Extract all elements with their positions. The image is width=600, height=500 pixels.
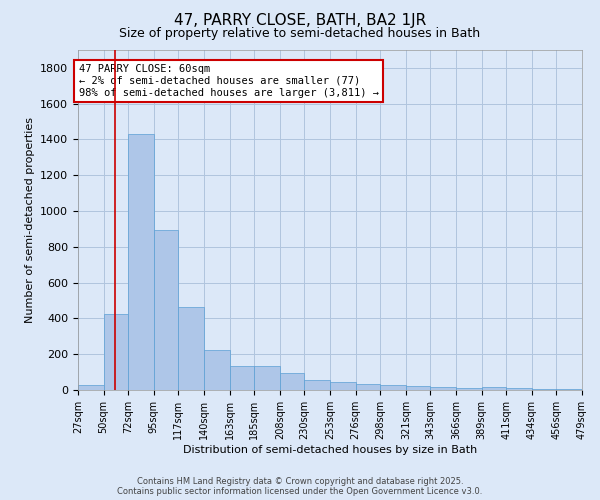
Text: 47, PARRY CLOSE, BATH, BA2 1JR: 47, PARRY CLOSE, BATH, BA2 1JR [174, 12, 426, 28]
Bar [204, 350, 230, 390]
Text: 47 PARRY CLOSE: 60sqm
← 2% of semi-detached houses are smaller (77)
98% of semi-: 47 PARRY CLOSE: 60sqm ← 2% of semi-detac… [79, 64, 379, 98]
Text: Size of property relative to semi-detached houses in Bath: Size of property relative to semi-detach… [119, 28, 481, 40]
Bar [506, 388, 532, 390]
X-axis label: Distribution of semi-detached houses by size in Bath: Distribution of semi-detached houses by … [183, 444, 477, 454]
Bar [304, 380, 330, 390]
Text: Contains HM Land Registry data © Crown copyright and database right 2025.
Contai: Contains HM Land Registry data © Crown c… [118, 476, 482, 496]
Bar [178, 307, 204, 390]
Y-axis label: Number of semi-detached properties: Number of semi-detached properties [25, 117, 35, 323]
Bar [380, 384, 406, 390]
Bar [532, 389, 556, 390]
Bar [254, 366, 280, 390]
Bar [406, 386, 430, 390]
Bar [430, 388, 456, 390]
Bar [330, 382, 356, 390]
Bar [78, 384, 104, 390]
Bar [230, 366, 254, 390]
Bar [104, 314, 128, 390]
Bar [482, 388, 506, 390]
Bar [128, 134, 154, 390]
Bar [280, 373, 304, 390]
Bar [154, 230, 178, 390]
Bar [356, 384, 380, 390]
Bar [456, 388, 482, 390]
